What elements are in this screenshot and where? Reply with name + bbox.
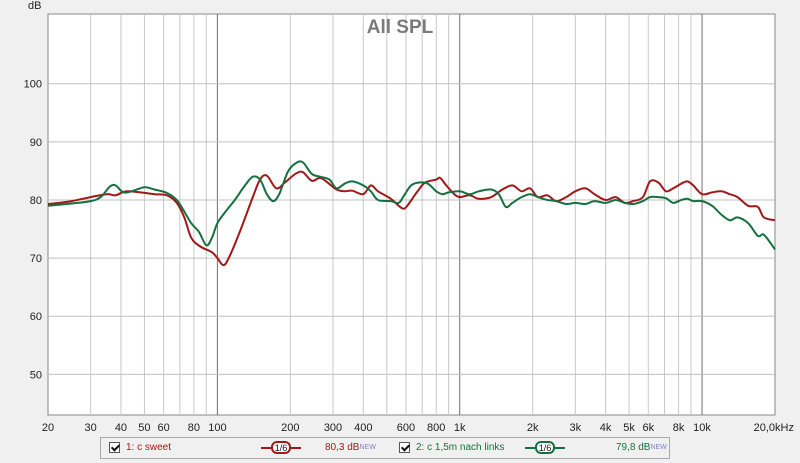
x-tick-label: 4k xyxy=(600,422,612,434)
x-tick-label: 8k xyxy=(673,422,685,434)
plot-area xyxy=(47,13,776,416)
x-tick-label: 50 xyxy=(138,422,150,434)
series-2-level: 79,8 dB xyxy=(616,442,651,453)
series-2-label: 2: c 1,5m nach links xyxy=(416,442,505,453)
series-1-smoothing: 1/6 xyxy=(271,441,291,454)
series-2-smoothing: 1/6 xyxy=(535,441,555,454)
x-tick-label: 100 xyxy=(208,422,226,434)
y-tick-label: 100 xyxy=(24,79,42,91)
series-1-line-swatch-right xyxy=(291,446,301,449)
x-tick-label: 200 xyxy=(281,422,299,434)
legend-item-1[interactable]: 1: c sweet xyxy=(109,442,171,453)
y-tick-labels: 50 60 70 80 90 100 xyxy=(24,79,42,382)
series-1-label: 1: c sweet xyxy=(126,442,172,453)
x-tick-label: 300 xyxy=(324,422,342,434)
series-2-line-swatch xyxy=(525,446,535,449)
series-line-2 xyxy=(47,160,776,250)
y-axis-label: dB xyxy=(28,0,41,12)
series-1-checkbox[interactable] xyxy=(109,442,120,453)
series-1-line-swatch xyxy=(261,446,271,449)
x-tick-label: 80 xyxy=(188,422,200,434)
x-tick-label: 3k xyxy=(570,422,582,434)
series-2-new-badge: NEW xyxy=(650,444,667,451)
x-tick-label: 600 xyxy=(397,422,415,434)
x-tick-label: 5k xyxy=(623,422,635,434)
x-tick-label: 20,0kHz xyxy=(754,422,794,434)
x-tick-label: 10k xyxy=(693,422,711,434)
chart-title: All SPL xyxy=(367,17,434,38)
x-tick-label: 6k xyxy=(642,422,654,434)
y-tick-label: 70 xyxy=(30,253,42,265)
x-tick-label: 400 xyxy=(354,422,372,434)
series-1-smoothing-button[interactable]: 1/6 xyxy=(261,441,301,454)
series-2-level-wrap: 79,8 dB NEW xyxy=(616,442,667,453)
series-2-checkbox[interactable] xyxy=(399,442,410,453)
y-tick-label: 90 xyxy=(30,137,42,149)
x-tick-label: 30 xyxy=(85,422,97,434)
series-1-new-badge: NEW xyxy=(359,444,376,451)
legend-item-2[interactable]: 2: c 1,5m nach links xyxy=(399,442,504,453)
x-tick-label: 60 xyxy=(157,422,169,434)
y-tick-label: 50 xyxy=(30,369,42,381)
y-tick-label: 80 xyxy=(30,195,42,207)
x-tick-label: 1k xyxy=(454,422,466,434)
x-tick-label: 800 xyxy=(427,422,445,434)
series-1-level: 80,3 dB xyxy=(325,442,360,453)
x-tick-label: 2k xyxy=(527,422,539,434)
x-tick-labels: 20 30 40 50 60 80 100 200 300 400 600 800 1k 2k 3k 4k 5k… xyxy=(42,422,794,434)
x-tick-label: 40 xyxy=(115,422,127,434)
series-1-level-wrap: 80,3 dB NEW xyxy=(325,442,376,453)
legend-bar: 1: c sweet 1/6 80,3 dB NEW 2: c 1,5m nach… xyxy=(100,437,670,459)
x-tick-label: 20 xyxy=(42,422,54,434)
y-tick-label: 60 xyxy=(30,311,42,323)
series-line-1 xyxy=(47,170,776,267)
series-2-line-swatch-right xyxy=(555,446,565,449)
series-layer xyxy=(47,160,776,267)
series-2-smoothing-button[interactable]: 1/6 xyxy=(525,441,565,454)
grid-lines xyxy=(48,14,775,415)
